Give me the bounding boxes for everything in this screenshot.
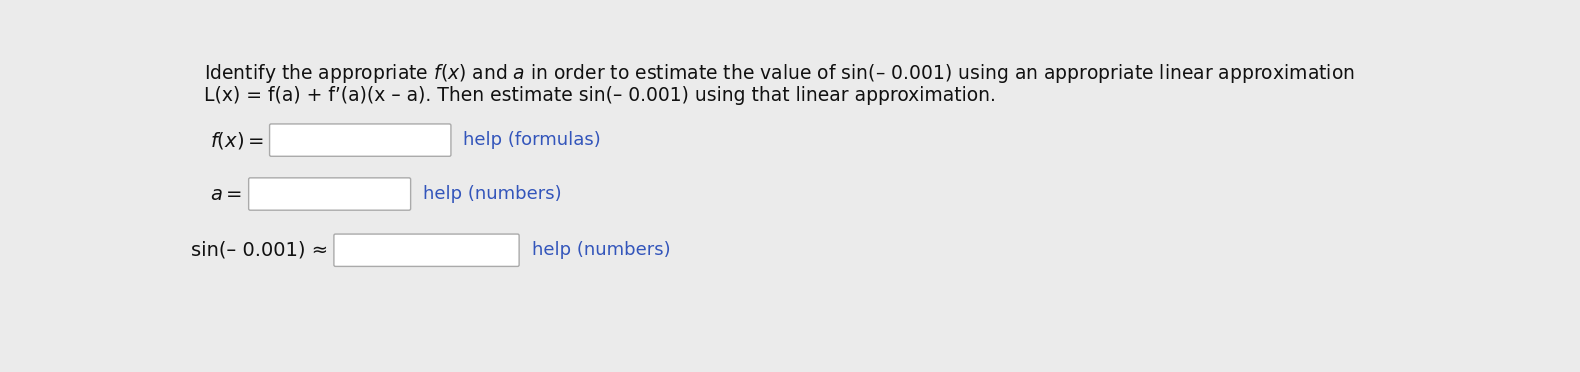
FancyBboxPatch shape: [270, 124, 450, 156]
Text: help (numbers): help (numbers): [423, 185, 561, 203]
Text: Identify the appropriate $f(x)$ and $a$ in order to estimate the value of sin(– : Identify the appropriate $f(x)$ and $a$ …: [204, 62, 1354, 84]
Text: $a =$: $a =$: [210, 185, 242, 203]
Text: help (numbers): help (numbers): [531, 241, 670, 259]
Text: $f(x) =$: $f(x) =$: [210, 129, 264, 151]
Text: L(x) = f(a) + f’(a)(x – a). Then estimate sin(– 0.001) using that linear approxi: L(x) = f(a) + f’(a)(x – a). Then estimat…: [204, 86, 995, 105]
Text: sin(– 0.001) ≈: sin(– 0.001) ≈: [191, 241, 327, 260]
Text: help (formulas): help (formulas): [463, 131, 600, 149]
FancyBboxPatch shape: [248, 178, 411, 210]
FancyBboxPatch shape: [333, 234, 520, 266]
